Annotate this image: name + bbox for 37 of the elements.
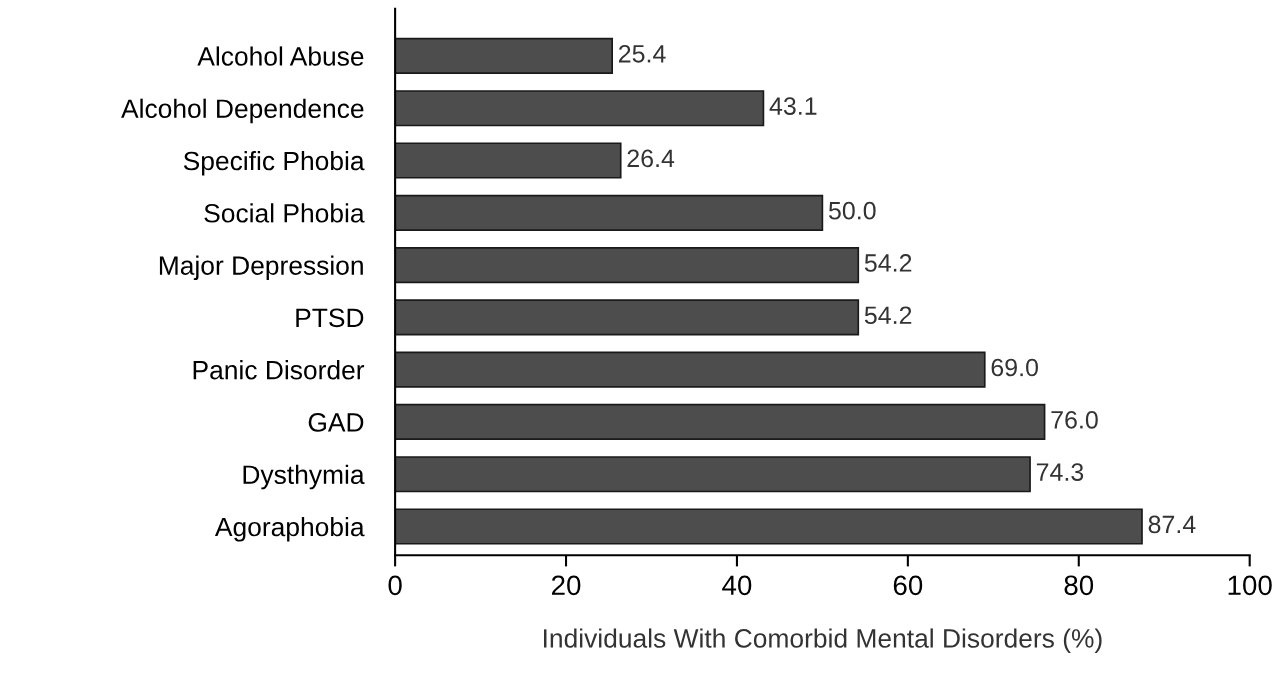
bar bbox=[395, 142, 622, 179]
y-tick-label: PTSD bbox=[296, 308, 364, 328]
y-tick-label: Panic Disorder bbox=[193, 360, 365, 380]
y-tick-label: Agoraphobia bbox=[214, 516, 365, 542]
bar bbox=[395, 90, 765, 127]
x-tick-label: 100 bbox=[1228, 575, 1272, 596]
x-axis-title: Individuals With Comorbid Mental Disorders (%) bbox=[544, 628, 1102, 653]
y-tick-label: Major Depression bbox=[159, 255, 363, 281]
bar bbox=[395, 194, 824, 231]
bar bbox=[395, 246, 860, 284]
y-tick-label: GAD bbox=[308, 413, 364, 432]
bar bbox=[395, 508, 1143, 545]
bar bbox=[395, 403, 1046, 441]
data-label: 25.4 bbox=[618, 44, 666, 63]
bar bbox=[395, 299, 860, 336]
data-label: 50.0 bbox=[828, 201, 876, 220]
bar bbox=[395, 456, 1031, 493]
data-label: 26.4 bbox=[627, 149, 675, 168]
data-label: 76.0 bbox=[1051, 410, 1098, 429]
x-tick-label: 40 bbox=[722, 575, 752, 596]
data-label: 87.4 bbox=[1148, 515, 1196, 534]
x-tick-label: 60 bbox=[893, 575, 923, 596]
y-tick-label: Alcohol Abuse bbox=[197, 46, 364, 66]
bar bbox=[395, 37, 614, 75]
y-tick-label: Specific Phobia bbox=[183, 150, 365, 176]
x-tick-label: 80 bbox=[1064, 575, 1094, 596]
y-tick-label: Social Phobia bbox=[204, 203, 365, 223]
data-label: 54.2 bbox=[864, 254, 912, 272]
x-tick-label: 20 bbox=[551, 575, 581, 596]
data-label: 74.3 bbox=[1036, 463, 1084, 481]
x-tick-label: 0 bbox=[388, 575, 402, 596]
data-label: 54.2 bbox=[864, 306, 912, 325]
bar bbox=[395, 351, 986, 388]
y-tick-label: Alcohol Dependence bbox=[121, 98, 364, 124]
data-label: 43.1 bbox=[769, 97, 817, 115]
data-label: 69.0 bbox=[991, 358, 1038, 377]
y-tick-label: Dysthymia bbox=[243, 464, 365, 490]
